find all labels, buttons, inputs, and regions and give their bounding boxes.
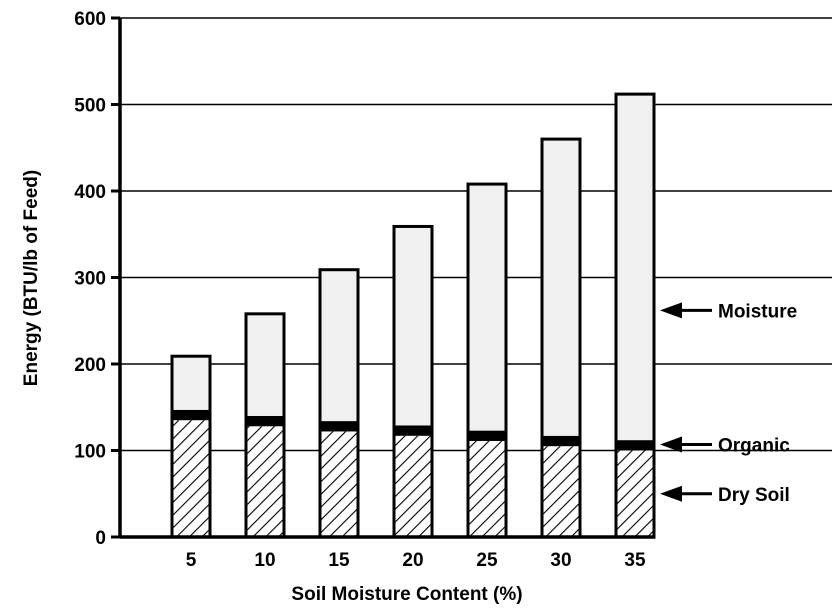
bars [170,92,656,539]
legend-label: Moisture [718,301,797,322]
bar-organic-segment [468,430,506,441]
legend-arrow-head [660,302,682,319]
bar-organic-segment [246,415,284,427]
bar-dry-soil-segment [468,440,506,537]
y-tick-label: 0 [95,528,106,549]
legend-arrow-head [660,436,682,453]
bar-moisture-segment [320,269,358,422]
x-tick-label: 5 [186,550,197,571]
y-axis-title: Energy (BTU/lb of Feed) [21,170,42,386]
y-tick-label: 400 [74,182,106,203]
x-tick-label: 25 [476,550,498,571]
x-tick-label: 20 [402,550,423,571]
x-tick-label: 10 [254,550,275,571]
legend-arrow-head [660,485,682,502]
bar-moisture-segment [468,184,506,431]
x-tick-label: 30 [550,550,571,571]
y-tick-label: 200 [74,355,106,376]
y-tick-label: 100 [74,442,106,463]
legend-label: Dry Soil [718,485,790,506]
tick-labels: 0 100 200 300 400 500 600 5 10 15 20 25 30 35 [74,9,646,571]
bar-organic-segment [394,425,432,436]
bar-dry-soil-segment [616,450,654,537]
bar-dry-soil-segment [542,446,580,537]
x-tick-label: 35 [624,550,646,571]
bar-dry-soil-segment [394,435,432,537]
x-tick-label: 15 [328,550,350,571]
bar-moisture-segment [542,139,580,436]
y-tick-label: 300 [74,269,106,290]
bar-organic-segment [172,409,210,421]
bar-moisture-segment [172,356,210,410]
bar-dry-soil-segment [320,431,358,537]
x-axis-title: Soil Moisture Content (%) [291,584,522,605]
bar-dry-soil-segment [246,426,284,537]
bar-organic-segment [320,421,358,432]
legend: Moisture Organic Dry Soil [660,301,797,506]
bar-dry-soil-segment [172,420,210,537]
y-tick-label: 500 [74,96,106,117]
legend-label: Organic [718,435,790,456]
bar-organic-segment [616,440,654,451]
bar-moisture-segment [394,226,432,426]
axes [111,16,655,539]
bar-organic-segment [542,435,580,447]
bar-moisture-segment [616,94,654,441]
bar-moisture-segment [246,313,284,416]
y-tick-label: 600 [74,9,106,30]
